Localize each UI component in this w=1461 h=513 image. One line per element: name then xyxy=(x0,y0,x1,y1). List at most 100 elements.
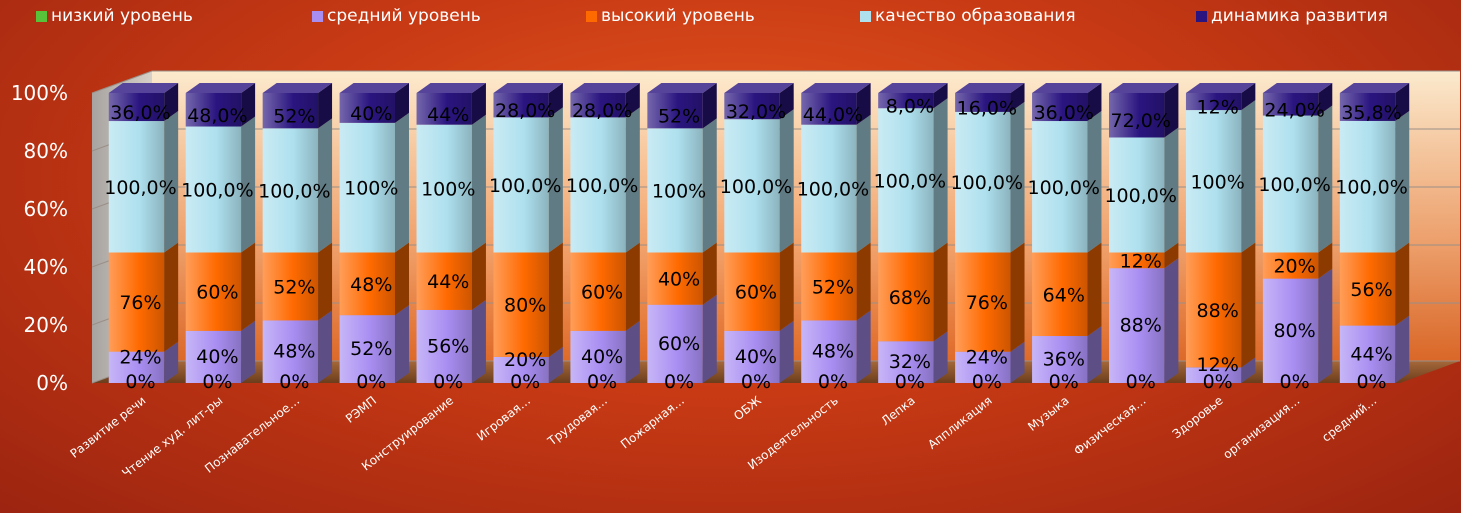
data-label: 28,0% xyxy=(495,100,555,122)
data-label: 40% xyxy=(196,346,238,368)
data-label: 68% xyxy=(889,287,931,309)
data-label: 24,0% xyxy=(1264,99,1324,121)
data-label: 0% xyxy=(279,371,309,393)
y-tick-label: 60% xyxy=(24,197,68,221)
data-label: 36,0% xyxy=(1034,102,1094,124)
data-label: 24% xyxy=(966,346,1008,368)
data-label: 12% xyxy=(1197,354,1239,376)
data-label: 0% xyxy=(741,371,771,393)
data-label: 100,0% xyxy=(1335,177,1407,199)
y-tick-label: 80% xyxy=(24,139,68,163)
data-label: 52% xyxy=(273,106,315,128)
data-label: 52% xyxy=(812,276,854,298)
data-label: 80% xyxy=(504,295,546,317)
data-label: 56% xyxy=(427,335,469,357)
y-tick-label: 40% xyxy=(24,255,68,279)
data-label: 0% xyxy=(433,371,463,393)
data-label: 20% xyxy=(1273,256,1315,278)
x-tick-label: Здоровье xyxy=(1170,393,1226,441)
x-tick-label: РЭМП xyxy=(343,393,379,426)
data-label: 100% xyxy=(1190,171,1244,193)
data-label: 64% xyxy=(1043,284,1085,306)
x-tick-label: Музыка xyxy=(1025,393,1071,434)
data-label: 52% xyxy=(658,106,700,128)
data-label: 100,0% xyxy=(720,176,792,198)
data-label: 40% xyxy=(735,346,777,368)
data-label: 100,0% xyxy=(1028,177,1100,199)
data-label: 52% xyxy=(273,276,315,298)
data-label: 88% xyxy=(1197,300,1239,322)
data-label: 60% xyxy=(658,333,700,355)
data-label: 0% xyxy=(125,371,155,393)
data-label: 76% xyxy=(119,292,161,314)
data-label: 36% xyxy=(1043,349,1085,371)
data-label: 48% xyxy=(812,341,854,363)
data-label: 0% xyxy=(664,371,694,393)
data-label: 0% xyxy=(1126,371,1156,393)
data-label: 100,0% xyxy=(181,180,253,202)
data-label: 100,0% xyxy=(797,179,869,201)
x-tick-label: Пожарная… xyxy=(618,393,687,451)
data-label: 100,0% xyxy=(104,177,176,199)
data-label: 36,0% xyxy=(110,102,170,124)
data-label: 40% xyxy=(658,269,700,291)
data-label: 60% xyxy=(735,282,777,304)
x-tick-label: средний… xyxy=(1319,393,1379,444)
data-label: 24% xyxy=(119,346,161,368)
data-label: 0% xyxy=(895,371,925,393)
data-label: 100,0% xyxy=(1258,174,1330,196)
data-label: 48% xyxy=(350,274,392,296)
data-label: 44,0% xyxy=(803,104,863,126)
data-label: 35,8% xyxy=(1341,102,1401,124)
data-label: 40% xyxy=(581,346,623,368)
data-label: 32,0% xyxy=(726,101,786,123)
data-label: 8,0% xyxy=(886,96,934,118)
x-tick-label: Игровая… xyxy=(474,393,533,443)
data-label: 0% xyxy=(972,371,1002,393)
data-label: 44% xyxy=(427,271,469,293)
data-label: 28,0% xyxy=(572,100,632,122)
data-label: 0% xyxy=(202,371,232,393)
data-label: 100,0% xyxy=(951,172,1023,194)
data-label: 100% xyxy=(344,178,398,200)
data-label: 76% xyxy=(966,292,1008,314)
data-label: 12% xyxy=(1120,250,1162,272)
data-label: 0% xyxy=(1356,371,1386,393)
data-label: 100,0% xyxy=(874,170,946,192)
data-label: 32% xyxy=(889,351,931,373)
y-tick-label: 20% xyxy=(24,313,68,337)
y-tick-label: 0% xyxy=(36,371,68,395)
data-label: 100% xyxy=(421,179,475,201)
data-label: 100% xyxy=(652,180,706,202)
x-tick-label: Физическая… xyxy=(1071,393,1148,458)
x-tick-label: Лепка xyxy=(878,393,917,428)
data-label: 100,0% xyxy=(1104,185,1176,207)
data-label: 40% xyxy=(350,103,392,125)
data-label: 88% xyxy=(1120,315,1162,337)
data-label: 52% xyxy=(350,338,392,360)
x-tick-label: Трудовая… xyxy=(544,393,610,449)
data-label: 0% xyxy=(818,371,848,393)
data-label: 100,0% xyxy=(258,180,330,202)
data-label: 44% xyxy=(427,104,469,126)
x-tick-label: Аппликация xyxy=(925,393,994,452)
data-label: 48% xyxy=(273,341,315,363)
data-label: 100,0% xyxy=(566,175,638,197)
data-label: 72,0% xyxy=(1111,110,1171,132)
data-label: 80% xyxy=(1273,320,1315,342)
data-label: 20% xyxy=(504,349,546,371)
data-label: 60% xyxy=(196,282,238,304)
x-tick-label: ОБЖ xyxy=(731,393,764,423)
x-tick-label: организация… xyxy=(1220,393,1302,461)
data-label: 16,0% xyxy=(957,97,1017,119)
data-label: 0% xyxy=(1280,371,1310,393)
data-label: 12% xyxy=(1197,97,1239,119)
y-tick-label: 100% xyxy=(11,81,68,105)
data-label: 0% xyxy=(356,371,386,393)
data-label: 0% xyxy=(587,371,617,393)
data-label: 100,0% xyxy=(489,175,561,197)
x-tick-label: Развитие речи xyxy=(67,393,148,460)
data-label: 56% xyxy=(1350,279,1392,301)
data-label: 44% xyxy=(1350,343,1392,365)
